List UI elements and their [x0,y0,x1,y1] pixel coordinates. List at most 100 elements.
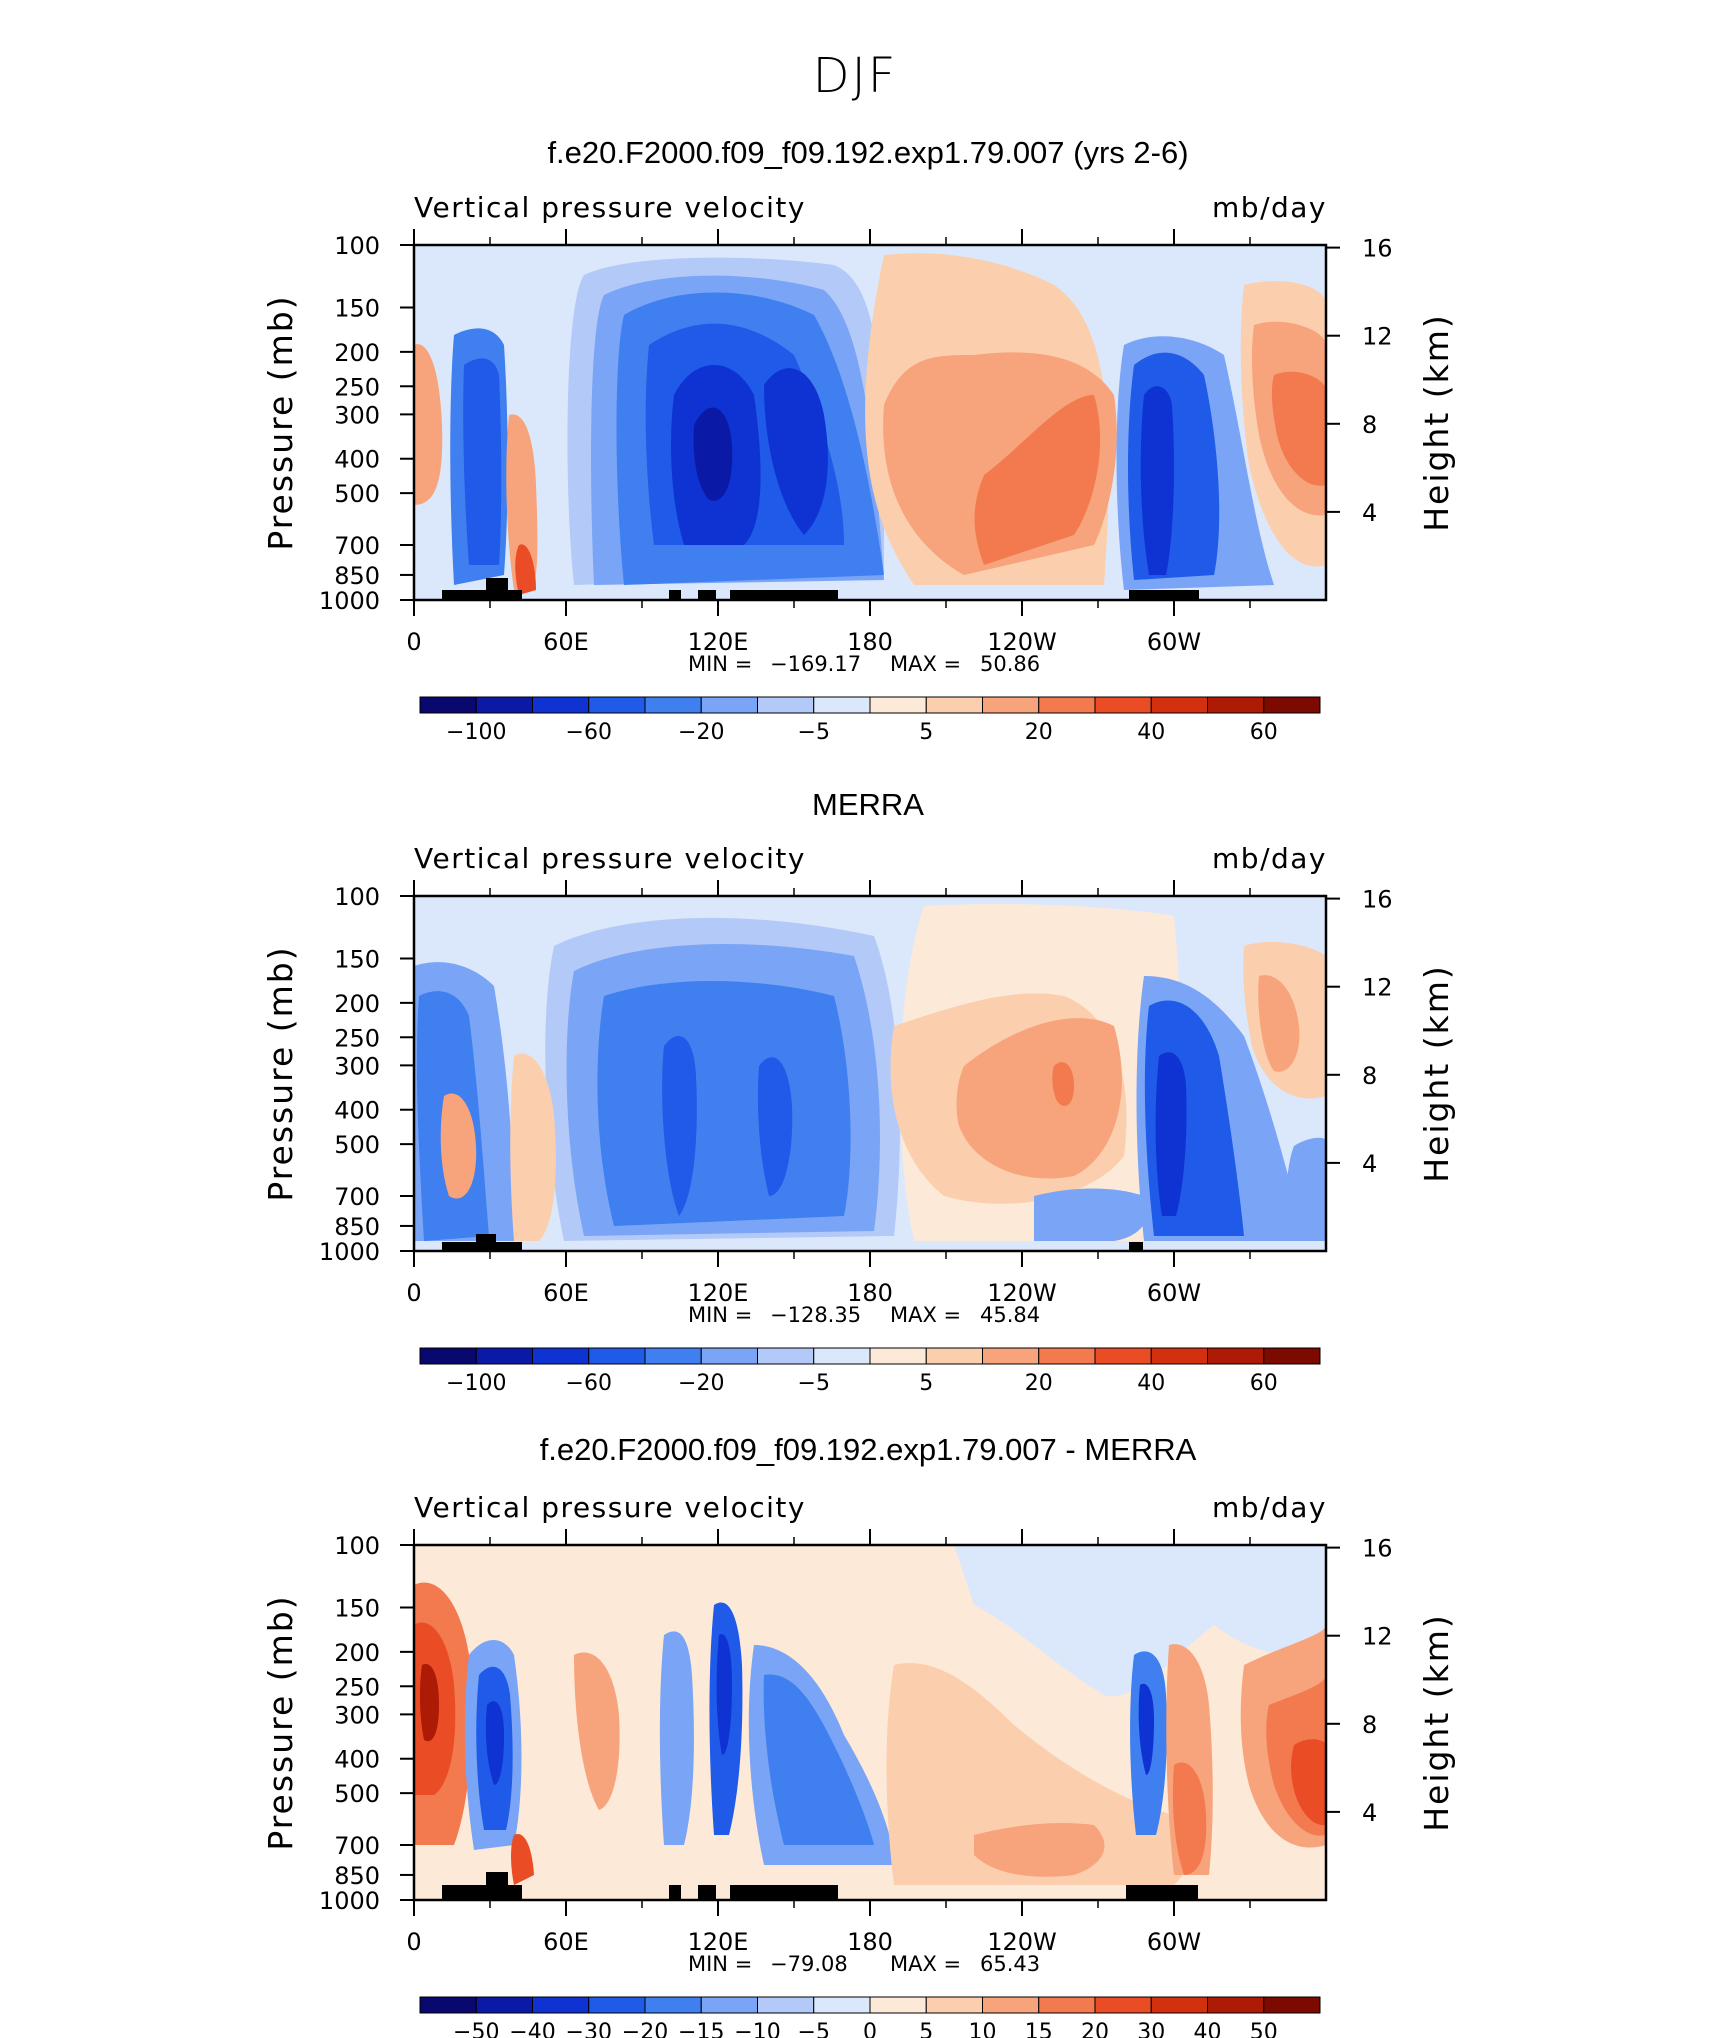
units-label: mb/day [1212,842,1327,875]
colorbar-label: 5 [919,2020,933,2038]
contour-deep-blue [662,1036,697,1216]
y-tick-label: 500 [334,1131,380,1159]
min-value: −79.08 [770,1952,848,1976]
colorbar-label: −5 [798,720,830,745]
topo-andes [1129,590,1199,600]
x-tick-label: 60W [1147,1279,1201,1307]
topo-africa [442,590,522,600]
topo-africa-high [486,578,508,590]
colorbar-label: 20 [1025,720,1053,745]
contour-africa-red-2 [510,1053,556,1241]
colorbar-label: −60 [566,720,612,745]
contour-deep-blue-2 [757,1057,793,1196]
colorbar-box [982,1996,1040,2014]
colorbar-label: 5 [919,720,933,745]
topography-mask [442,578,1199,600]
colorbar-box [757,1347,815,1365]
y-tick-label: 100 [334,232,380,260]
colorbar-label: −100 [446,1371,506,1396]
topo-maritime-1 [669,1885,681,1900]
colorbar-box [1207,696,1265,714]
y-right-tick-label: 8 [1362,1711,1377,1739]
colorbar-box [644,696,702,714]
colorbar-box [813,1347,871,1365]
colorbar-box [1038,1996,1096,2014]
contour-africa-core [485,1701,504,1785]
min-value: −169.17 [770,652,861,676]
x-tick-label: 0 [406,1928,421,1956]
y-tick-label: 850 [334,562,380,590]
topo-africa-high [486,1872,508,1885]
colorbar-label: 20 [1081,2020,1109,2038]
colorbar-box [419,1347,477,1365]
y-tick-label: 300 [334,1701,380,1729]
colorbar-box [588,696,646,714]
colorbar-label: −30 [566,2020,612,2038]
colorbar-box [700,1996,758,2014]
colorbar-box [982,696,1040,714]
y-right-tick-label: 12 [1362,1623,1393,1651]
colorbar-box [1094,1347,1152,1365]
contour-pacific-mid-blue [763,1674,874,1845]
panel-2: MERRA Vertical pressure velocity mb/day [412,787,1328,1253]
colorbar-box [588,1996,646,2014]
min-label: MIN = [688,1952,752,1976]
colorbar-label: −5 [798,2020,830,2038]
y-tick-label: 150 [334,946,380,974]
y-right-tick-label: 4 [1362,1799,1377,1827]
contour-pacific-core [1052,1062,1074,1106]
topo-andes [1129,1242,1143,1251]
colorbar-box [1263,1996,1321,2014]
colorbar-label: 40 [1137,720,1165,745]
figure-title: DJF [813,48,898,104]
x-tick-label: 60W [1147,1928,1201,1956]
colorbar-box [757,696,815,714]
colorbar-box [1094,696,1152,714]
y-axis-title: Pressure (mb) [261,294,300,550]
y-tick-label: 400 [334,446,380,474]
colorbar-box [1150,1347,1208,1365]
colorbar-label: −20 [678,1371,724,1396]
max-label: MAX = [890,652,961,676]
colorbar-box [1094,1996,1152,2014]
contour-deep-blue-2 [764,368,828,535]
colorbar-box [869,696,927,714]
colorbar-label: 60 [1250,720,1278,745]
x-tick-label: 180 [847,628,893,656]
colorbar-box [700,696,758,714]
contour-maritime-blue [659,1631,694,1845]
contour-atlantic-core [1291,1739,1326,1826]
contour-africa-red-bottom [511,1834,534,1885]
y-tick-label: 850 [334,1862,380,1890]
colorbar-label: 10 [969,2020,997,2038]
colorbar-box [813,1996,871,2014]
colorbar-box [700,1347,758,1365]
y-tick-label: 500 [334,480,380,508]
y-tick-label: 300 [334,1052,380,1080]
colorbar-box [1150,696,1208,714]
colorbar-box [869,1996,927,2014]
variable-label: Vertical pressure velocity [414,842,806,875]
colorbar-label: −40 [509,2020,555,2038]
y-tick-label: 100 [334,883,380,911]
colorbar-label: 60 [1250,1371,1278,1396]
colorbar-box [419,696,477,714]
topo-africa-high [476,1234,496,1242]
contour-americas-core [1155,1052,1187,1216]
x-tick-label: 120E [688,1928,749,1956]
contour-field [414,904,1326,1241]
variable-label: Vertical pressure velocity [414,1491,806,1524]
y-tick-label: 150 [334,295,380,323]
min-label: MIN = [688,1303,752,1327]
y-tick-label: 150 [334,1595,380,1623]
contour-africa-darkred [515,544,536,595]
y-tick-label: 1000 [319,587,380,615]
topography-mask [442,1872,1198,1900]
y-right-axis-title: Height (km) [1417,1613,1456,1832]
colorbar-box [757,1996,815,2014]
y-tick-label: 700 [334,1183,380,1211]
colorbar-box [1038,696,1096,714]
y-tick-label: 400 [334,1097,380,1125]
topo-maritime-3 [730,590,838,600]
contour-west-red [414,344,443,505]
